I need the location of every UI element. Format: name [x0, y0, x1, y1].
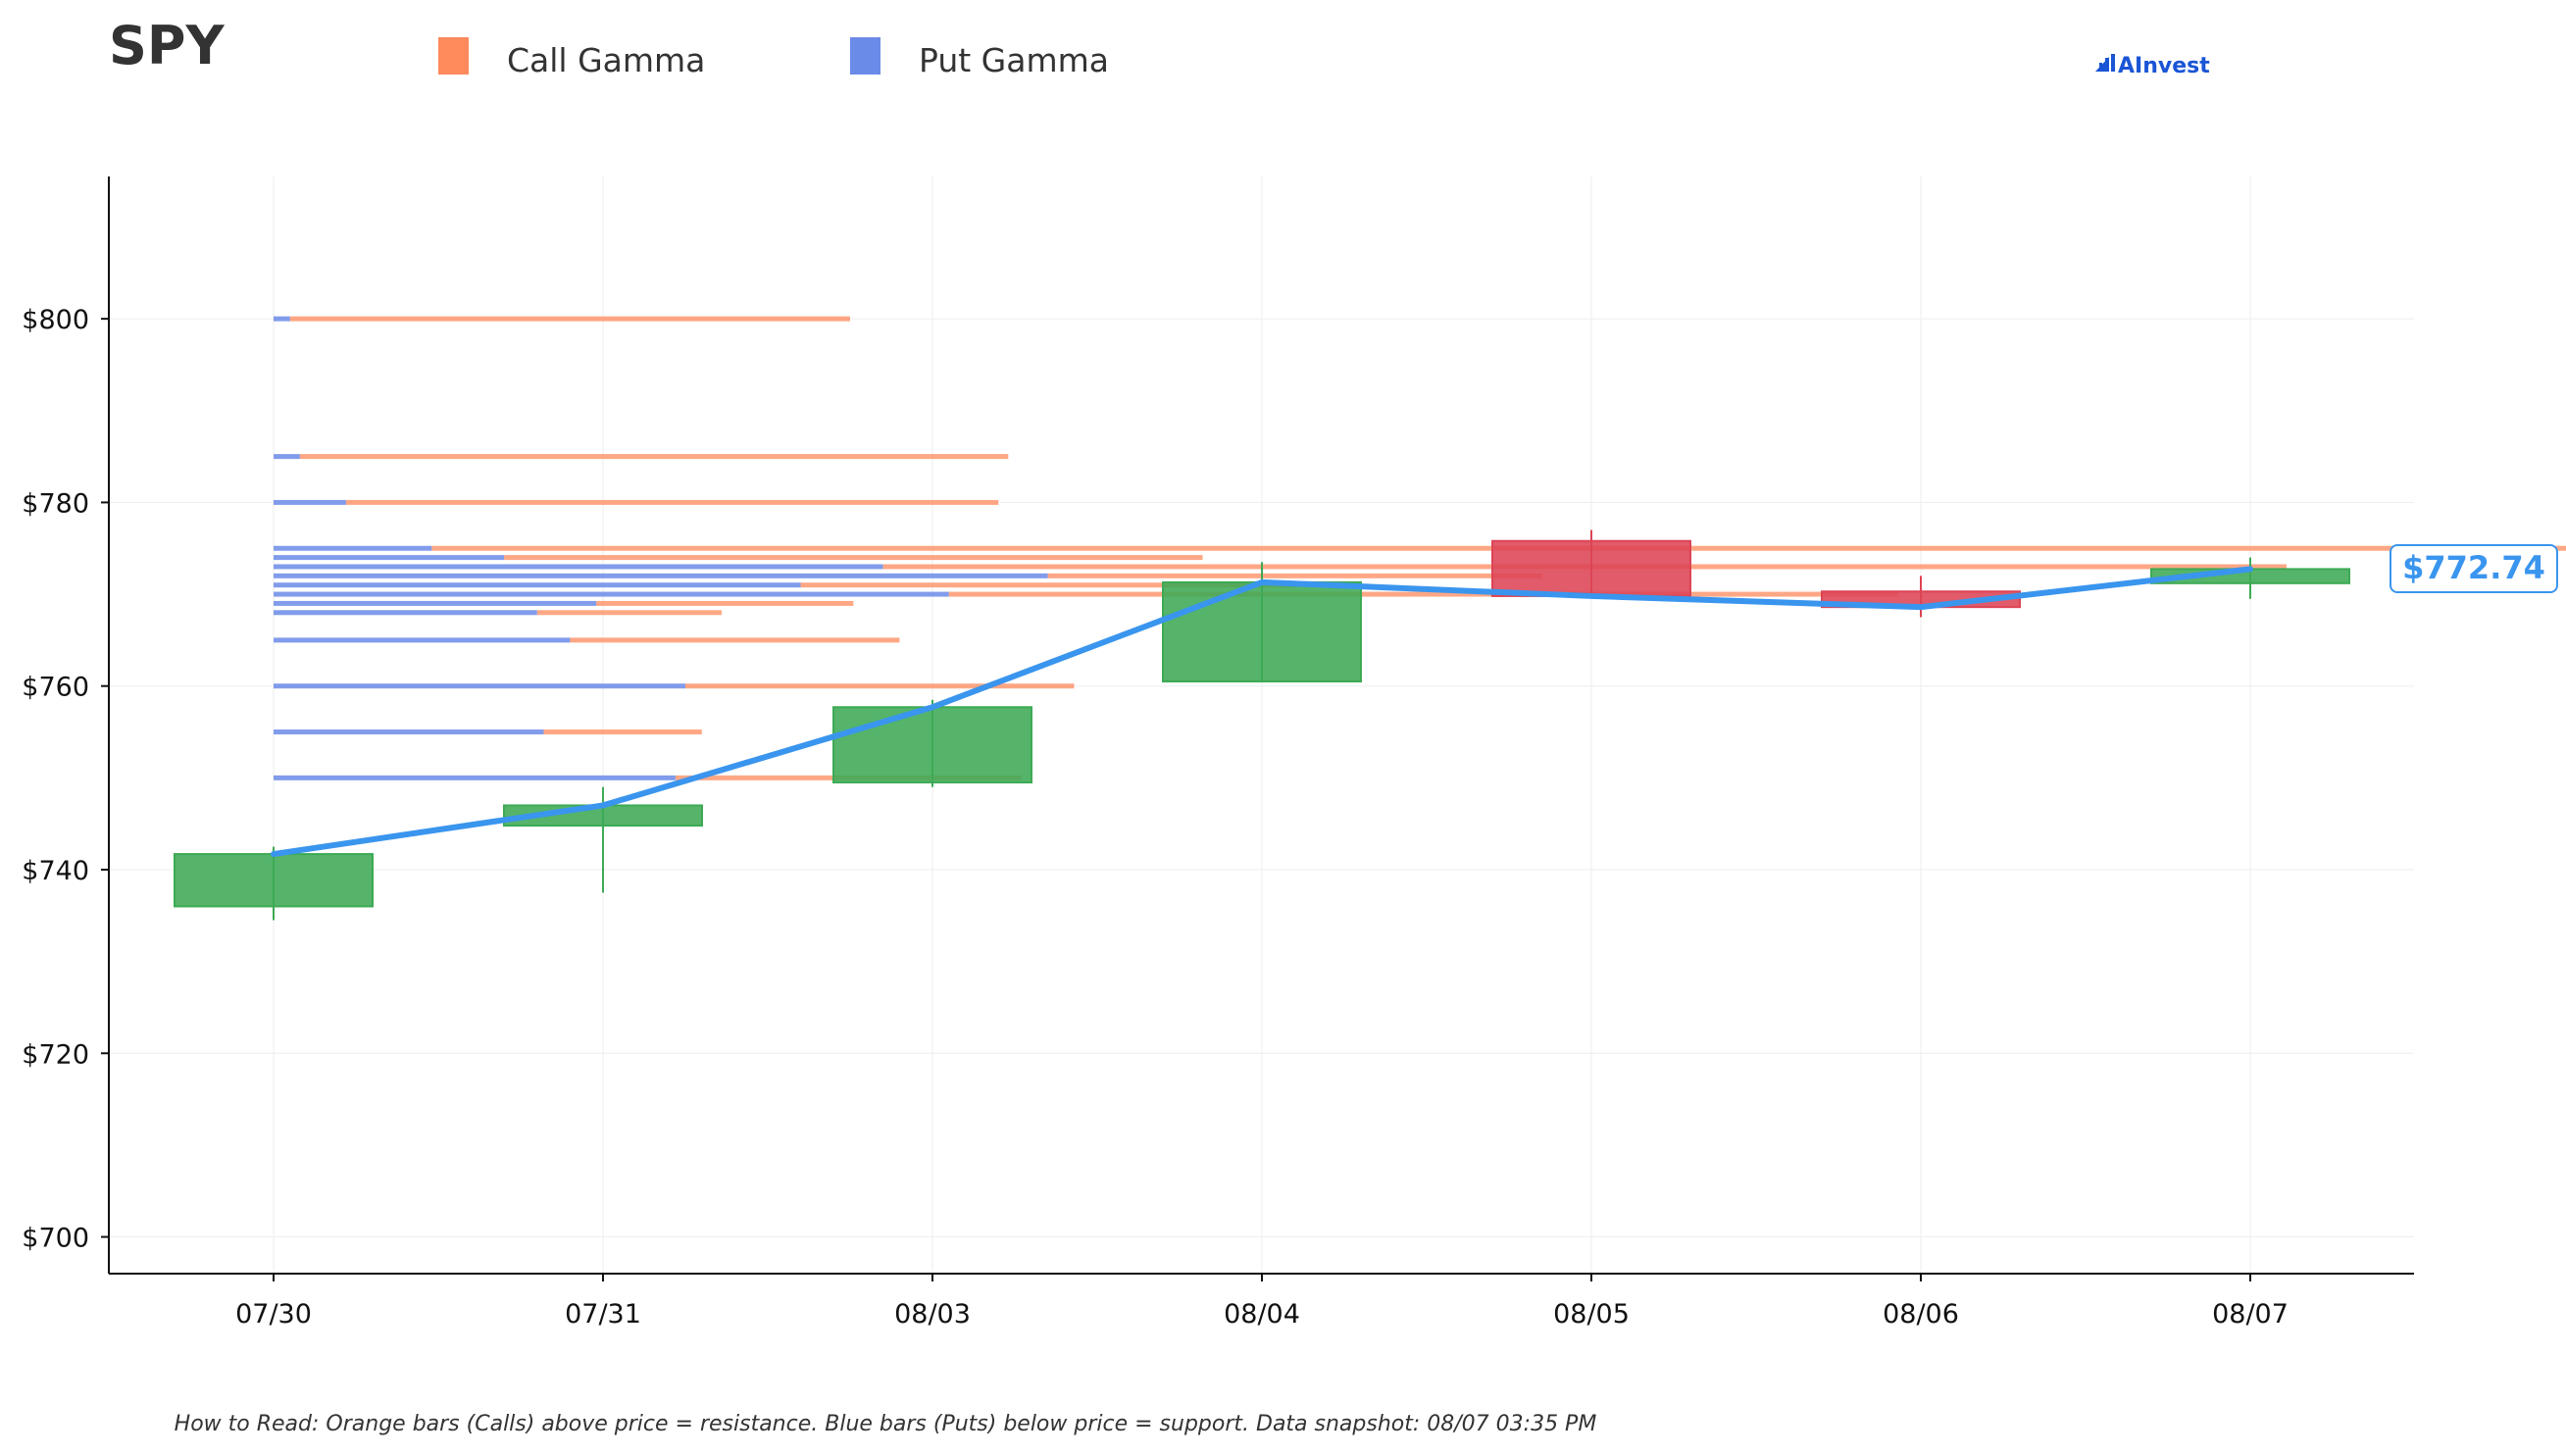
call-gamma-bar: [543, 729, 702, 735]
x-tick-label: 08/06: [1883, 1299, 1959, 1330]
gamma-bars: [274, 316, 2566, 780]
candle-body: [174, 853, 374, 908]
call-gamma-bar: [289, 316, 850, 322]
x-tick-label: 07/30: [235, 1299, 312, 1330]
y-tick-label: $780: [22, 488, 89, 519]
call-gamma-bar: [685, 683, 1075, 689]
put-gamma-bar: [274, 610, 537, 616]
x-tick-label: 08/03: [894, 1299, 971, 1330]
y-tick-label: $700: [22, 1224, 89, 1254]
axes: $700 $720 $740 $760 $780 $800 07/30 07/31 08/03 0…: [22, 176, 2414, 1330]
put-gamma-bar: [274, 600, 597, 606]
candle-body: [1162, 580, 1362, 683]
y-tick-label: $720: [22, 1039, 89, 1070]
put-gamma-bar: [274, 564, 883, 570]
call-gamma-bar: [1047, 573, 1542, 578]
call-gamma-legend-swatch: [438, 37, 469, 75]
current-price-box: [2390, 544, 2558, 593]
put-gamma-bar: [274, 555, 505, 561]
call-gamma-bar: [345, 499, 999, 505]
put-gamma-bar: [274, 683, 685, 689]
price-line: [271, 566, 2253, 858]
x-tick-label: 08/04: [1224, 1299, 1300, 1330]
call-gamma-legend-label: Call Gamma: [507, 41, 705, 79]
ainvest-logo-icon: [2095, 54, 2115, 72]
call-gamma-bar: [536, 610, 722, 616]
put-gamma-bar: [274, 499, 346, 505]
call-gamma-bar: [596, 600, 854, 606]
put-gamma-bar: [274, 545, 432, 551]
ainvest-logo-text: AInvest: [2118, 54, 2210, 78]
call-gamma-bar: [948, 591, 1898, 597]
put-gamma-bar: [274, 637, 571, 643]
how-to-read-footnote: How to Read: Orange bars (Calls) above p…: [175, 1412, 1597, 1436]
call-gamma-bar: [800, 582, 1295, 588]
ainvest-logo: AInvest: [2095, 54, 2210, 78]
put-gamma-bar: [274, 454, 300, 460]
put-gamma-bar: [274, 582, 801, 588]
x-tick-label: 08/07: [2212, 1299, 2289, 1330]
candle-body: [1491, 539, 1691, 597]
candle-body: [832, 706, 1032, 784]
call-gamma-bar: [299, 454, 1009, 460]
current-price-label: $772.74: [2390, 544, 2558, 593]
call-gamma-bar: [504, 555, 1203, 561]
put-gamma-bar: [274, 729, 544, 735]
x-tick-label: 08/05: [1553, 1299, 1630, 1330]
candlesticks: [174, 529, 2350, 921]
call-gamma-bar: [570, 637, 900, 643]
put-gamma-bar: [274, 775, 676, 780]
ticker-title: SPY: [109, 15, 225, 76]
price-line-layer: [271, 566, 2253, 858]
y-tick-label: $800: [22, 305, 89, 335]
current-price-text: $772.74: [2402, 549, 2545, 586]
y-tick-label: $760: [22, 673, 89, 703]
put-gamma-legend-swatch: [850, 37, 880, 75]
put-gamma-bar: [274, 573, 1048, 578]
put-gamma-bar: [274, 316, 290, 322]
x-tick-label: 07/31: [565, 1299, 641, 1330]
y-tick-label: $740: [22, 856, 89, 886]
put-gamma-bar: [274, 591, 949, 597]
put-gamma-legend-label: Put Gamma: [919, 41, 1109, 79]
grid-layer: [109, 176, 2414, 1274]
